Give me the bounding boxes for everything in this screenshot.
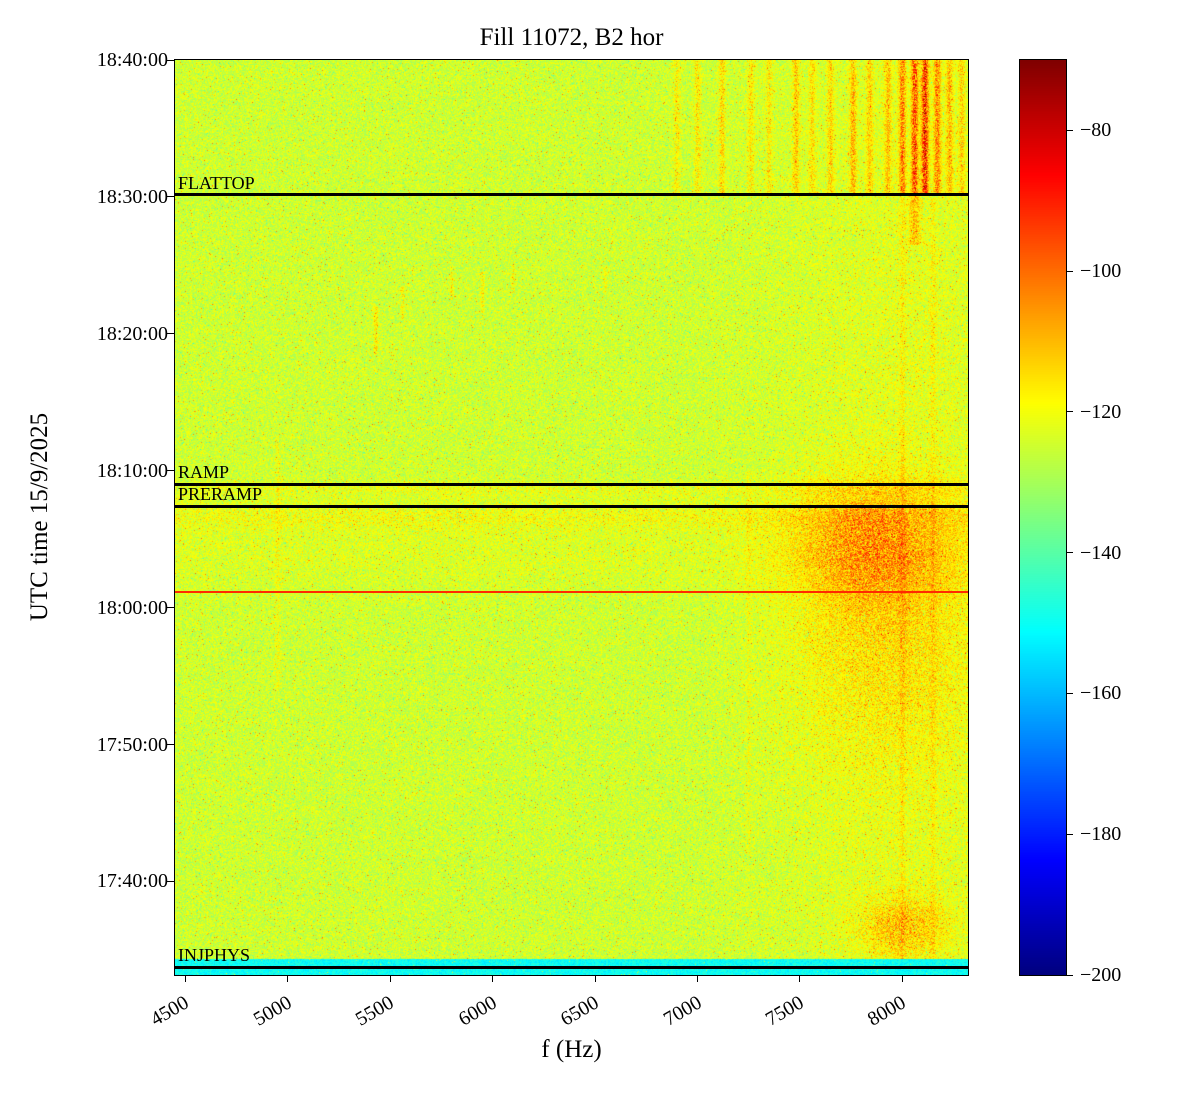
y-tick-mark [167, 470, 174, 472]
y-tick-label: 18:30:00 [96, 185, 168, 208]
annotation-label-flattop: FLATTOP [178, 172, 255, 193]
annotation-label-injphys: INJPHYS [178, 945, 251, 965]
annotation-label-preramp: PRERAMP [178, 484, 263, 505]
y-tick-label: 18:10:00 [96, 459, 168, 482]
annotation-line-marker [175, 590, 968, 593]
y-tick-label: 17:50:00 [96, 733, 168, 756]
colorbar [1020, 60, 1066, 975]
annotation-line-flattop [175, 193, 968, 197]
y-tick-mark [167, 607, 174, 609]
colorbar-tick-label: −200 [1080, 964, 1122, 986]
x-tick-mark [287, 975, 289, 982]
colorbar-tick-mark [1066, 692, 1073, 694]
colorbar-tick-mark [1066, 129, 1073, 131]
colorbar-tick-label: −120 [1080, 400, 1122, 423]
y-tick-mark [167, 196, 174, 198]
annotation-line-preramp [175, 504, 968, 508]
annotation-label-ramp: RAMP [178, 462, 230, 483]
colorbar-tick-mark [1066, 833, 1073, 835]
y-tick-mark [167, 880, 174, 882]
annotation-line-ramp [175, 482, 968, 486]
colorbar-tick-label: −100 [1080, 260, 1122, 283]
x-tick-mark [799, 975, 801, 982]
y-tick-label: 17:40:00 [96, 870, 168, 893]
colorbar-tick-label: −80 [1080, 119, 1112, 142]
y-tick-mark [167, 59, 174, 61]
y-tick-label: 18:00:00 [96, 596, 168, 619]
plot-title: Fill 11072, B2 hor [479, 24, 664, 51]
x-tick-mark [389, 975, 391, 982]
colorbar-tick-label: −140 [1080, 541, 1122, 564]
x-tick-mark [901, 975, 903, 982]
x-tick-mark [492, 975, 494, 982]
colorbar-tick-label: −180 [1080, 823, 1122, 846]
y-axis-label: UTC time 15/9/2025 [26, 412, 53, 622]
y-tick-label: 18:40:00 [96, 49, 168, 71]
annotation-line-injphys [175, 965, 968, 969]
colorbar-tick-label: −160 [1080, 682, 1122, 705]
x-tick-mark [594, 975, 596, 982]
x-tick-mark [697, 975, 699, 982]
colorbar-tick-mark [1066, 974, 1073, 976]
colorbar-tick-mark [1066, 552, 1073, 554]
colorbar-tick-mark [1066, 270, 1073, 272]
y-tick-mark [167, 333, 174, 335]
colorbar-tick-mark [1066, 411, 1073, 413]
x-tick-mark [184, 975, 186, 982]
x-axis-label: f (Hz) [541, 1036, 602, 1063]
y-tick-mark [167, 744, 174, 746]
y-tick-label: 18:20:00 [96, 322, 168, 345]
spectrogram-heatmap [175, 60, 968, 975]
